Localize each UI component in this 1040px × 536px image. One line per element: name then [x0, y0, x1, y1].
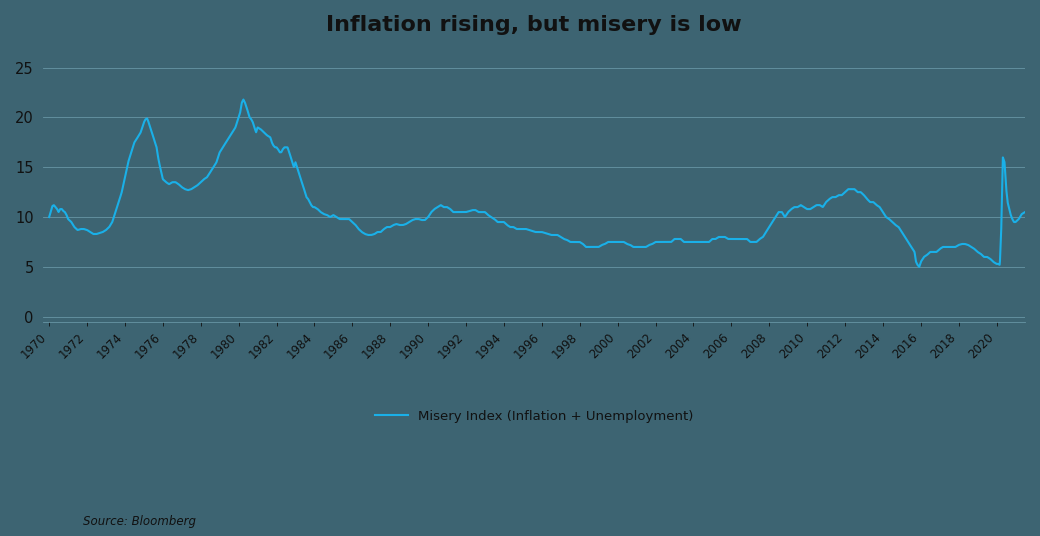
Misery Index (Inflation + Unemployment) — [460, 209, 472, 215]
Misery Index (Inflation + Unemployment) — [417, 217, 430, 224]
Legend: Misery Index (Inflation + Unemployment): Misery Index (Inflation + Unemployment) — [369, 405, 699, 429]
Misery Index (Inflation + Unemployment) — [237, 96, 250, 103]
Misery Index (Inflation + Unemployment) — [43, 214, 55, 220]
Text: Source: Bloomberg: Source: Bloomberg — [83, 515, 197, 528]
Misery Index (Inflation + Unemployment) — [894, 228, 907, 234]
Misery Index (Inflation + Unemployment) — [1000, 188, 1013, 195]
Misery Index (Inflation + Unemployment) — [913, 264, 926, 270]
Misery Index (Inflation + Unemployment) — [154, 166, 166, 172]
Line: Misery Index (Inflation + Unemployment): Misery Index (Inflation + Unemployment) — [49, 100, 1025, 267]
Title: Inflation rising, but misery is low: Inflation rising, but misery is low — [327, 15, 743, 35]
Misery Index (Inflation + Unemployment) — [212, 153, 225, 160]
Misery Index (Inflation + Unemployment) — [1019, 209, 1032, 215]
